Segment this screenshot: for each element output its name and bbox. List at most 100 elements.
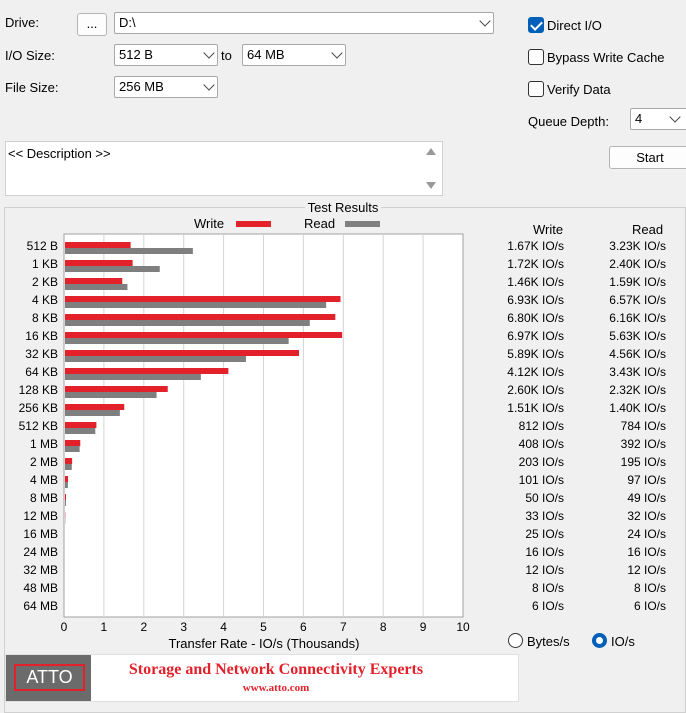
write-value: 8 IO/s xyxy=(531,581,564,595)
drive-label: Drive: xyxy=(5,15,39,30)
read-bar xyxy=(65,284,128,290)
read-value: 8 IO/s xyxy=(633,581,666,595)
write-bar xyxy=(65,386,168,392)
start-button[interactable]: Start xyxy=(609,146,686,169)
write-value: 12 IO/s xyxy=(525,563,564,577)
write-value: 1.51K IO/s xyxy=(507,401,564,415)
drive-select[interactable]: D:\ xyxy=(114,12,494,34)
bytes-per-second-radio[interactable] xyxy=(508,633,523,648)
read-legend-label: Read xyxy=(304,216,336,231)
read-bar xyxy=(65,356,246,362)
read-value: 3.23K IO/s xyxy=(609,239,666,253)
io-size-from-select[interactable]: 512 B xyxy=(114,44,218,66)
read-value: 2.40K IO/s xyxy=(609,257,666,271)
io-size-tick-label: 2 MB xyxy=(29,455,58,469)
read-value: 32 IO/s xyxy=(627,509,666,523)
scroll-down-icon[interactable] xyxy=(426,182,436,189)
write-value: 1.67K IO/s xyxy=(507,239,564,253)
file-size-select[interactable]: 256 MB xyxy=(114,76,218,98)
atto-logo: ATTO xyxy=(14,664,85,691)
write-bar xyxy=(65,350,300,356)
read-bar xyxy=(65,410,120,416)
read-bar xyxy=(65,464,72,470)
x-tick-label: 7 xyxy=(339,620,347,634)
io-size-to-value: 64 MB xyxy=(247,47,285,62)
write-bar xyxy=(65,458,73,464)
read-value: 6 IO/s xyxy=(633,599,666,613)
read-value: 6.16K IO/s xyxy=(609,311,666,325)
write-bar xyxy=(65,422,97,428)
io-size-tick-label: 128 KB xyxy=(18,383,58,397)
read-column-header: Read xyxy=(632,222,664,237)
read-bar xyxy=(65,320,310,326)
write-bar xyxy=(65,440,81,446)
read-value: 5.63K IO/s xyxy=(609,329,666,343)
read-bar xyxy=(65,482,68,488)
read-value: 49 IO/s xyxy=(627,491,666,505)
scroll-up-icon[interactable] xyxy=(426,148,436,155)
io-size-tick-label: 16 MB xyxy=(23,527,58,541)
read-value: 1.59K IO/s xyxy=(609,275,666,289)
atto-banner[interactable]: ATTO Storage and Network Connectivity Ex… xyxy=(5,654,519,702)
x-tick-label: 0 xyxy=(60,620,68,634)
banner-tagline: Storage and Network Connectivity Experts xyxy=(128,661,424,678)
verify-data-label: Verify Data xyxy=(547,82,611,97)
read-value: 784 IO/s xyxy=(620,419,666,433)
read-value: 16 IO/s xyxy=(627,545,666,559)
write-value: 812 IO/s xyxy=(518,419,564,433)
io-size-tick-label: 1 KB xyxy=(31,257,58,271)
io-size-from-value: 512 B xyxy=(119,47,153,62)
read-bar xyxy=(65,392,157,398)
read-bar xyxy=(65,302,327,308)
read-legend-swatch xyxy=(345,221,380,227)
read-value: 12 IO/s xyxy=(627,563,666,577)
drive-value: D:\ xyxy=(119,15,136,30)
write-value: 6.97K IO/s xyxy=(507,329,564,343)
read-value: 392 IO/s xyxy=(620,437,666,451)
read-bar xyxy=(65,338,289,344)
write-bar xyxy=(65,332,343,338)
io-size-tick-label: 512 KB xyxy=(18,419,58,433)
queue-depth-select[interactable]: 4 xyxy=(630,108,686,130)
write-legend-swatch xyxy=(236,221,271,227)
io-size-tick-label: 32 MB xyxy=(23,563,58,577)
ios-per-second-radio[interactable] xyxy=(592,633,607,648)
description-text: << Description >> xyxy=(8,146,111,161)
queue-depth-value: 4 xyxy=(635,111,643,126)
ios-per-second-label: IO/s xyxy=(611,634,635,649)
write-value: 16 IO/s xyxy=(525,545,564,559)
io-size-tick-label: 16 KB xyxy=(25,329,58,343)
read-value: 2.32K IO/s xyxy=(609,383,666,397)
write-bar xyxy=(65,404,125,410)
file-size-value: 256 MB xyxy=(119,79,164,94)
io-size-tick-label: 12 MB xyxy=(23,509,58,523)
io-size-tick-label: 256 KB xyxy=(18,401,58,415)
read-bar xyxy=(65,248,193,254)
read-bar xyxy=(65,266,160,272)
write-legend-label: Write xyxy=(194,216,225,231)
write-value: 6.93K IO/s xyxy=(507,293,564,307)
read-bar xyxy=(65,446,80,452)
write-value: 6 IO/s xyxy=(531,599,564,613)
io-size-tick-label: 8 KB xyxy=(31,311,58,325)
description-textarea[interactable]: << Description >> xyxy=(5,141,443,196)
x-tick-label: 6 xyxy=(300,620,307,634)
read-value: 6.57K IO/s xyxy=(609,293,666,307)
read-bar xyxy=(65,374,201,380)
write-value: 101 IO/s xyxy=(518,473,564,487)
io-size-tick-label: 64 MB xyxy=(23,599,58,613)
io-size-to-select[interactable]: 64 MB xyxy=(242,44,346,66)
x-tick-label: 9 xyxy=(419,620,427,634)
io-size-tick-label: 32 KB xyxy=(25,347,58,361)
bypass-write-cache-checkbox[interactable] xyxy=(528,49,544,65)
io-size-tick-label: 512 B xyxy=(26,239,58,253)
queue-depth-label: Queue Depth: xyxy=(528,114,609,129)
write-bar xyxy=(65,260,133,266)
io-size-tick-label: 64 KB xyxy=(25,365,58,379)
browse-button[interactable]: ... xyxy=(77,13,107,36)
verify-data-checkbox[interactable] xyxy=(528,81,544,97)
direct-io-checkbox[interactable] xyxy=(528,17,544,33)
read-value: 195 IO/s xyxy=(620,455,666,469)
direct-io-label: Direct I/O xyxy=(547,18,602,33)
